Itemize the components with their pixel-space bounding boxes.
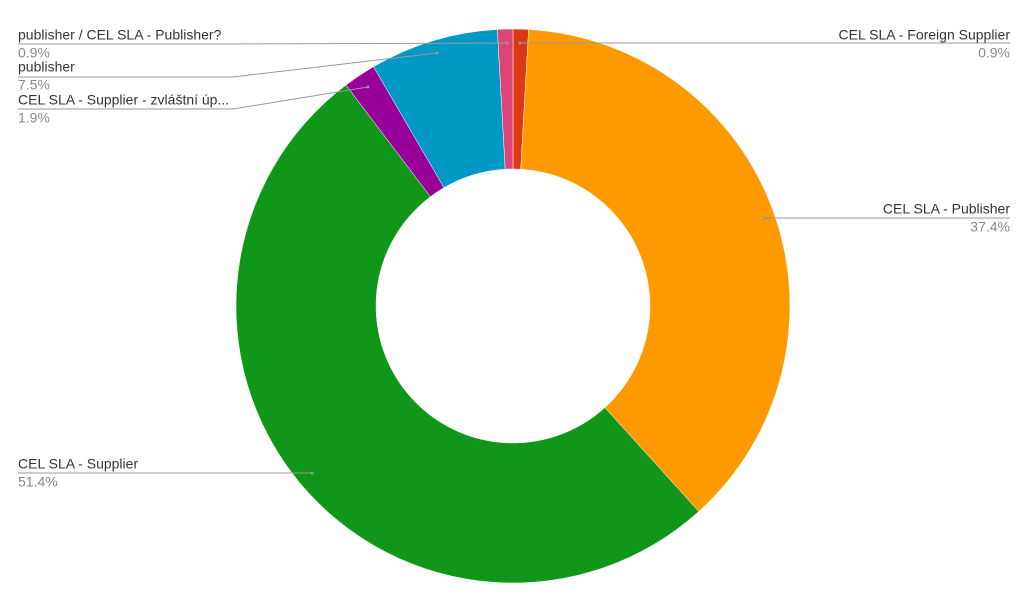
slice-value: 1.9% [18, 110, 50, 126]
leader-dot [505, 41, 509, 45]
leader-line [18, 52, 438, 78]
slice-value: 51.4% [18, 474, 58, 490]
slice-label: CEL SLA - Supplier [18, 456, 138, 472]
slice-value: 7.5% [18, 77, 50, 93]
slice-label: publisher / CEL SLA - Publisher? [18, 27, 222, 43]
slice-label: CEL SLA - Supplier - zvláštní úp... [18, 92, 229, 108]
slice [520, 29, 791, 512]
slice-label: CEL SLA - Foreign Supplier [839, 27, 1011, 43]
slice-value: 0.9% [18, 45, 50, 61]
slice-label: publisher [18, 59, 75, 75]
leader-dot [310, 471, 314, 475]
leader-line [18, 42, 508, 45]
slice [235, 84, 700, 584]
leader-dot [366, 85, 370, 89]
leader-dot [763, 216, 767, 220]
slice [497, 28, 514, 170]
slice-value: 37.4% [970, 219, 1010, 235]
leader-line [18, 86, 369, 110]
slice-label: CEL SLA - Publisher [883, 201, 1010, 217]
slice-value: 0.9% [978, 45, 1010, 61]
leader-dot [435, 51, 439, 55]
leader-dot [518, 41, 522, 45]
